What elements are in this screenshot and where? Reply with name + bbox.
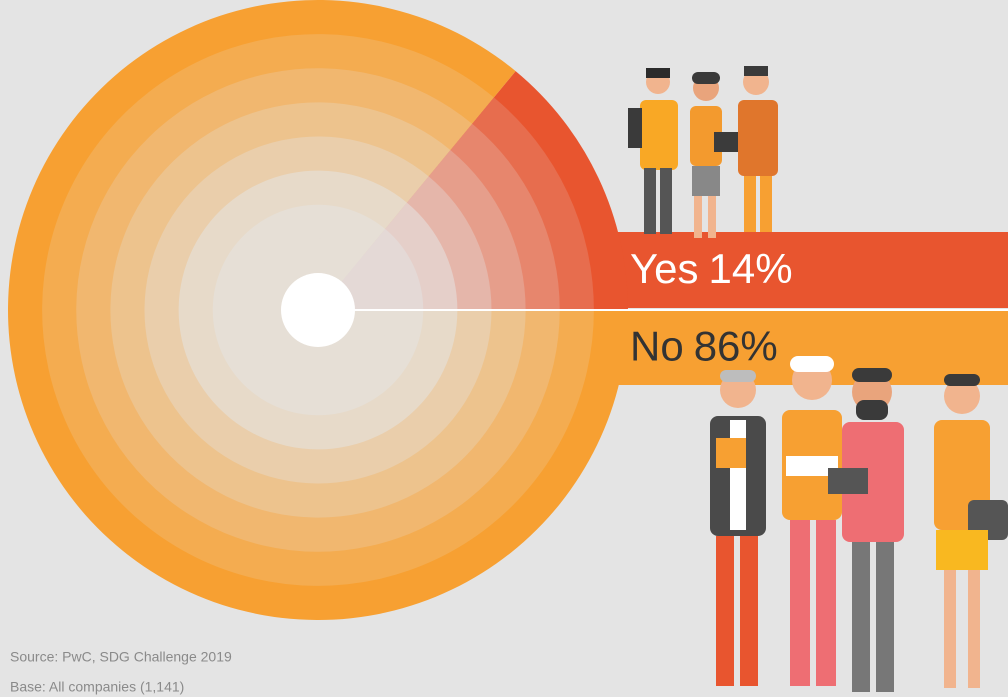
value-label: 86%	[694, 323, 778, 370]
people-no	[710, 356, 1008, 692]
value-label: 14%	[709, 245, 793, 292]
people-yes	[628, 66, 778, 238]
base-note: Base: All companies (1,141)	[10, 679, 184, 695]
category-label: No	[630, 323, 684, 370]
slice-label: Yes 14%	[630, 245, 793, 292]
labels: Yes 14% No 86%	[630, 245, 793, 370]
category-label: Yes	[630, 245, 699, 292]
slice-label: No 86%	[630, 323, 778, 370]
pie	[7, 0, 1008, 620]
center-hole	[281, 273, 355, 347]
source-note: Source: PwC, SDG Challenge 2019	[10, 649, 232, 665]
